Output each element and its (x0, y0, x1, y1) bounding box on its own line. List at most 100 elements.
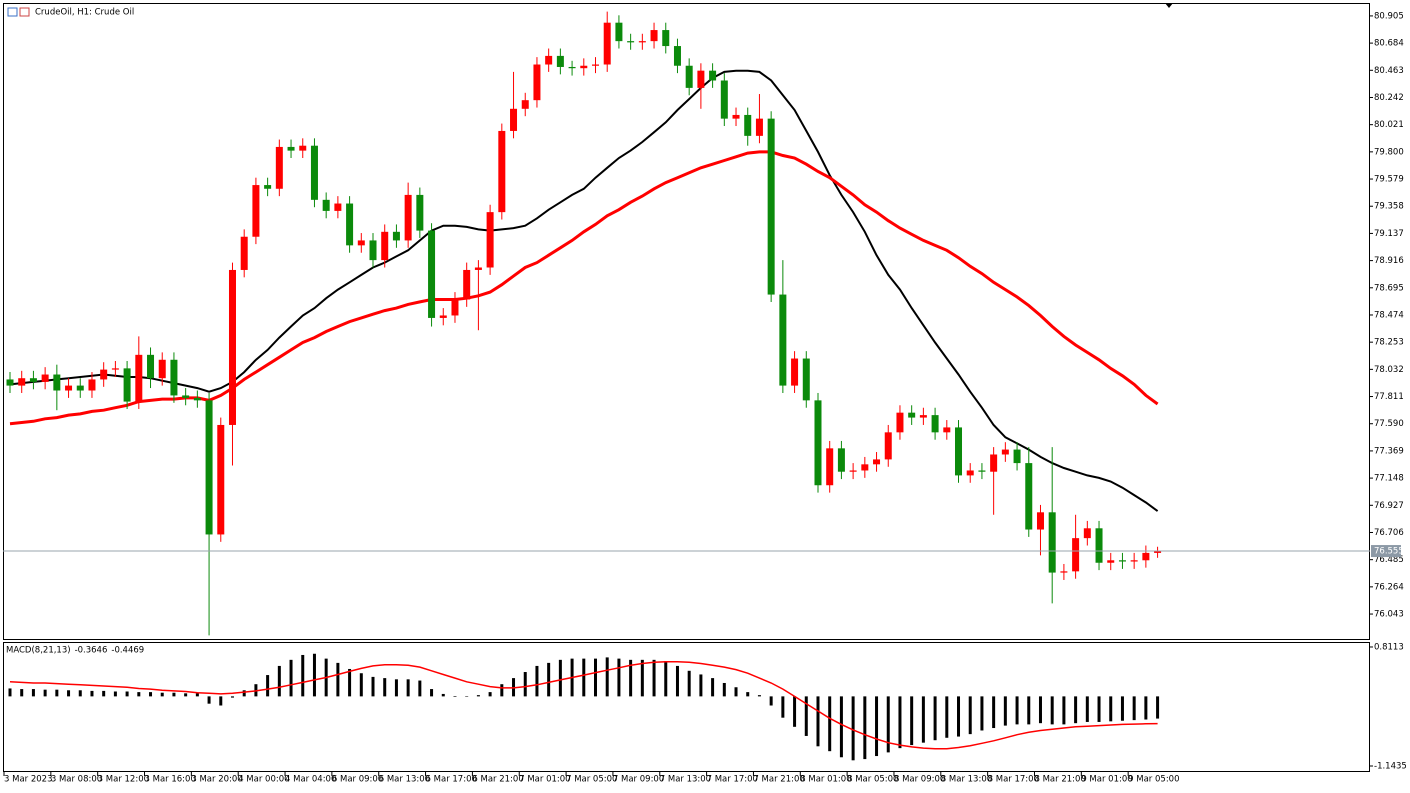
candle-body (111, 368, 119, 370)
x-tick-label: 4 Mar 04:00 (285, 775, 336, 785)
x-tick-label: 7 Mar 09:00 (613, 775, 664, 785)
macd-bar (195, 693, 199, 697)
candle-body (955, 427, 963, 476)
candle-body (486, 212, 494, 268)
candle-body (510, 108, 518, 131)
candle-body (556, 55, 564, 67)
x-tick-label: 3 Mar 2023 (4, 775, 52, 785)
candle-body (416, 194, 424, 231)
macd-bar (664, 661, 668, 697)
moving-average-line (9, 150, 1159, 426)
macd-bar (289, 659, 293, 697)
macd-bar (476, 695, 480, 697)
macd-bar (640, 659, 644, 697)
candle-body (592, 64, 599, 66)
macd-bar (301, 654, 305, 697)
macd-bar (851, 696, 855, 761)
macd-bar (418, 680, 422, 697)
macd-bar (102, 690, 106, 697)
x-tick-label: 9 Mar 01:00 (1081, 775, 1132, 785)
macd-bar (535, 665, 539, 697)
candle-body (428, 230, 436, 318)
macd-bar (652, 659, 656, 697)
candle-body (1001, 449, 1009, 455)
candle-body (943, 427, 951, 433)
x-tick-label: 6 Mar 17:00 (426, 775, 477, 785)
x-tick-label: 6 Mar 21:00 (472, 775, 523, 785)
macd-bar (312, 653, 316, 697)
macd-bar (804, 696, 808, 736)
y-tick-label: 76.264 (1374, 582, 1404, 592)
candle-body (1036, 512, 1044, 530)
candle-body (744, 114, 752, 136)
x-tick-label: 7 Mar 01:00 (519, 775, 570, 785)
macd-bar (1062, 696, 1066, 725)
candle-body (240, 236, 248, 270)
macd-bar (839, 696, 843, 758)
candle-body (287, 146, 295, 151)
macd-bar (816, 696, 820, 747)
candle-body (6, 379, 14, 386)
y-tick-label: 76.927 (1374, 501, 1404, 511)
candle-body (521, 100, 529, 109)
candle-body (709, 70, 717, 81)
candle-body (697, 70, 705, 88)
shift-marker (1165, 3, 1173, 8)
y-tick-label: 79.358 (1374, 202, 1404, 212)
macd-bar (617, 658, 621, 697)
candle-body (1060, 571, 1068, 573)
signal-line (9, 660, 1158, 750)
macd-bar (394, 679, 398, 697)
moving-average-line (9, 69, 1159, 512)
macd-bar (488, 692, 492, 697)
price-panel-frame (3, 3, 1370, 640)
candle-body (346, 203, 354, 246)
candle-body (357, 240, 365, 246)
candle-body (322, 199, 330, 211)
candle-body (802, 358, 810, 401)
candle-body (814, 400, 822, 486)
candle-body (732, 114, 740, 119)
macd-bar (277, 665, 281, 697)
macd-bar (1156, 696, 1160, 719)
y-tick-label: 76.706 (1374, 528, 1404, 538)
macd-bar (558, 659, 562, 697)
macd-bar (594, 658, 597, 697)
x-tick-label: 7 Mar 13:00 (660, 775, 711, 785)
candle-body (849, 470, 857, 472)
macd-bar (500, 684, 504, 697)
macd-bar (184, 693, 188, 697)
candle-body (779, 294, 787, 386)
candle-body (873, 459, 881, 465)
macd-bar (441, 693, 445, 697)
macd-bar (605, 657, 609, 697)
candle-body (919, 415, 927, 418)
macd-bar (734, 687, 738, 697)
candle-body (791, 358, 799, 386)
candle-body (650, 30, 658, 42)
chart-icon (7, 7, 18, 17)
candle-body (41, 374, 49, 382)
macd-bar (383, 678, 387, 697)
macd-bar (149, 692, 153, 697)
y-tick-label: 79.579 (1374, 175, 1404, 185)
candle-body (533, 64, 541, 101)
macd-bar (113, 691, 117, 697)
candle-body (603, 22, 611, 65)
candle-body (1118, 560, 1126, 562)
chart-icon (19, 7, 30, 17)
macd-bar (629, 659, 633, 697)
x-tick-label: 6 Mar 13:00 (379, 775, 430, 785)
candle-body (908, 412, 916, 418)
macd-value: -0.3646 (75, 646, 108, 656)
macd-bar (828, 696, 832, 752)
candle-body (966, 470, 974, 476)
macd-bar (582, 658, 586, 697)
macd-bar (125, 691, 129, 697)
x-tick-label: 3 Mar 16:00 (145, 775, 196, 785)
y-tick-label: 78.916 (1374, 256, 1404, 266)
y-tick-label: 78.695 (1374, 283, 1404, 293)
candle-body (123, 368, 131, 402)
candle-body (498, 130, 506, 213)
